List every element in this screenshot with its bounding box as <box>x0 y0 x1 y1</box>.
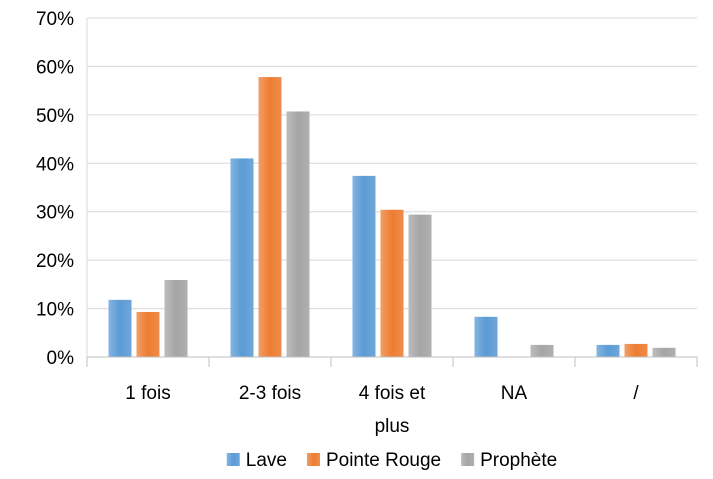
bar-proph-te-3 <box>530 344 554 357</box>
x-category-label: 1 fois <box>125 383 170 404</box>
legend-item-proph-te: Prophète <box>461 450 557 471</box>
legend-label: Lave <box>246 450 287 471</box>
x-category-label: 2-3 fois <box>239 383 301 404</box>
legend-swatch <box>461 453 475 466</box>
legend-item-pointe-rouge: Pointe Rouge <box>306 450 441 471</box>
bars <box>108 77 676 358</box>
bar-pointe-rouge-1 <box>258 77 282 357</box>
bar-lave-4 <box>596 344 620 357</box>
x-category-label: 4 fois et plus <box>359 383 426 437</box>
legend-label: Pointe Rouge <box>326 450 441 471</box>
legend: Lave Pointe Rouge Prophète <box>226 450 557 471</box>
y-tick-label: 0% <box>47 348 75 369</box>
bar-lave-3 <box>474 316 498 357</box>
bar-proph-te-2 <box>408 214 432 357</box>
bar-pointe-rouge-0 <box>136 311 160 357</box>
legend-label: Prophète <box>480 450 557 471</box>
bar-lave-2 <box>352 175 376 357</box>
bar-proph-te-0 <box>164 279 188 357</box>
x-category-label: / <box>633 383 639 404</box>
y-tick-label: 40% <box>36 154 74 175</box>
bar-lave-0 <box>108 299 132 357</box>
x-axis-category-labels: 1 fois 2-3 fois 4 fois et plus NA / <box>125 383 639 437</box>
x-axis <box>86 18 698 367</box>
legend-item-lave: Lave <box>226 450 287 471</box>
bar-lave-1 <box>230 158 254 357</box>
bar-pointe-rouge-4 <box>624 343 648 357</box>
y-axis-tick-labels: 0% 10% 20% 30% 40% 50% 60% 70% <box>36 9 74 369</box>
y-tick-label: 30% <box>36 203 74 224</box>
legend-swatch <box>306 453 320 466</box>
y-tick-label: 70% <box>36 9 74 30</box>
y-tick-label: 10% <box>36 300 74 321</box>
bar-pointe-rouge-2 <box>380 209 404 357</box>
bar-proph-te-1 <box>286 111 310 358</box>
legend-swatch <box>226 453 240 466</box>
x-category-label: NA <box>501 383 528 404</box>
bar-proph-te-4 <box>652 347 676 357</box>
y-tick-label: 20% <box>36 251 74 272</box>
y-tick-label: 60% <box>36 57 74 78</box>
y-tick-label: 50% <box>36 106 74 127</box>
